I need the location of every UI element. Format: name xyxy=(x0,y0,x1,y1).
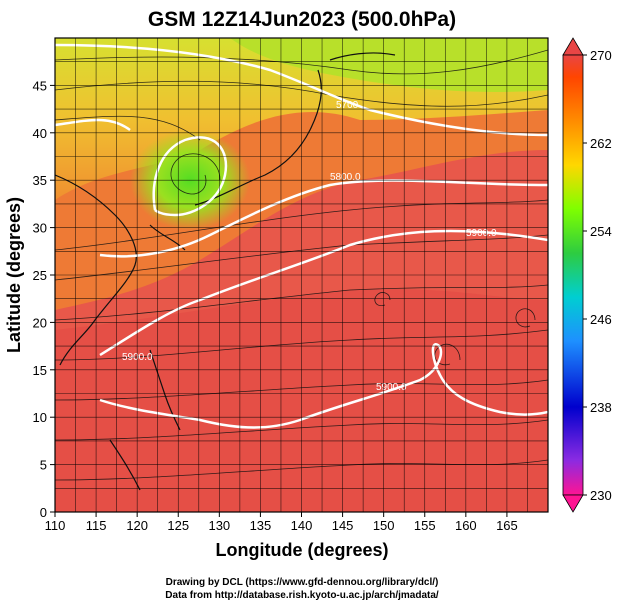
height-contours xyxy=(55,43,548,429)
map-plot-area: 5700 5800.0 5900.0 5900.0 5900.0 xyxy=(55,38,548,512)
y-tick-label: 35 xyxy=(33,173,47,188)
y-tick-label: 0 xyxy=(40,505,47,520)
x-tick-label: 120 xyxy=(126,518,148,533)
colorbar-scale xyxy=(562,54,584,496)
y-tick-label: 25 xyxy=(33,268,47,283)
x-tick-label: 135 xyxy=(250,518,272,533)
colorbar-tick-label: 270 xyxy=(590,48,612,63)
colorbar-ticks: 270 262 254 246 238 230 xyxy=(583,48,612,503)
y-tick-label: 30 xyxy=(33,221,47,236)
colorbar-tick-label: 238 xyxy=(590,400,612,415)
y-axis-title: Latitude (degrees) xyxy=(4,197,24,353)
temperature-cold-band xyxy=(230,38,548,92)
chart-title: GSM 12Z14Jun2023 (500.0hPa) xyxy=(148,8,456,31)
contour-label-4: 5900.0 xyxy=(122,352,153,363)
x-tick-label: 125 xyxy=(167,518,189,533)
contour-labels: 5700 5800.0 5900.0 5900.0 5900.0 xyxy=(122,100,497,393)
x-tick-label: 145 xyxy=(332,518,354,533)
x-tick-label: 130 xyxy=(208,518,230,533)
wind-streamlines xyxy=(55,49,548,481)
x-tick-label: 140 xyxy=(291,518,313,533)
y-tick-label: 15 xyxy=(33,363,47,378)
colorbar-tick-label: 262 xyxy=(590,136,612,151)
y-axis: 0 5 10 15 20 25 30 35 40 45 xyxy=(33,78,55,520)
contour-label-5: 5900.0 xyxy=(376,382,407,393)
credit-data: Data from http://database.rish.kyoto-u.a… xyxy=(165,590,439,601)
credit-drawing: Drawing by DCL (https://www.gfd-dennou.o… xyxy=(166,577,439,588)
x-tick-label: 110 xyxy=(45,518,66,533)
y-tick-label: 20 xyxy=(33,315,47,330)
y-tick-label: 40 xyxy=(33,126,47,141)
x-tick-label: 115 xyxy=(86,518,107,533)
y-tick-label: 45 xyxy=(33,78,47,93)
colorbar-bottom-arrow xyxy=(562,494,584,513)
colorbar: 270 262 254 246 238 230 xyxy=(562,37,612,513)
gridlines xyxy=(55,38,548,512)
colorbar-tick-label: 246 xyxy=(590,312,612,327)
colorbar-tick-label: 254 xyxy=(590,224,612,239)
x-tick-label: 155 xyxy=(414,518,436,533)
y-tick-label: 5 xyxy=(40,458,47,473)
x-tick-label: 160 xyxy=(455,518,477,533)
x-tick-label: 150 xyxy=(373,518,395,533)
x-tick-label: 165 xyxy=(496,518,518,533)
contour-label-2: 5800.0 xyxy=(330,172,361,183)
contour-label-3: 5900.0 xyxy=(466,228,497,239)
colorbar-top-arrow xyxy=(562,37,584,56)
x-axis: 110 115 120 125 130 135 140 145 150 155 160 165 xyxy=(45,512,518,533)
contour-label-1: 5700 xyxy=(336,100,359,111)
colorbar-tick-label: 230 xyxy=(590,488,612,503)
y-tick-label: 10 xyxy=(33,410,47,425)
x-axis-title: Longitude (degrees) xyxy=(215,540,388,560)
